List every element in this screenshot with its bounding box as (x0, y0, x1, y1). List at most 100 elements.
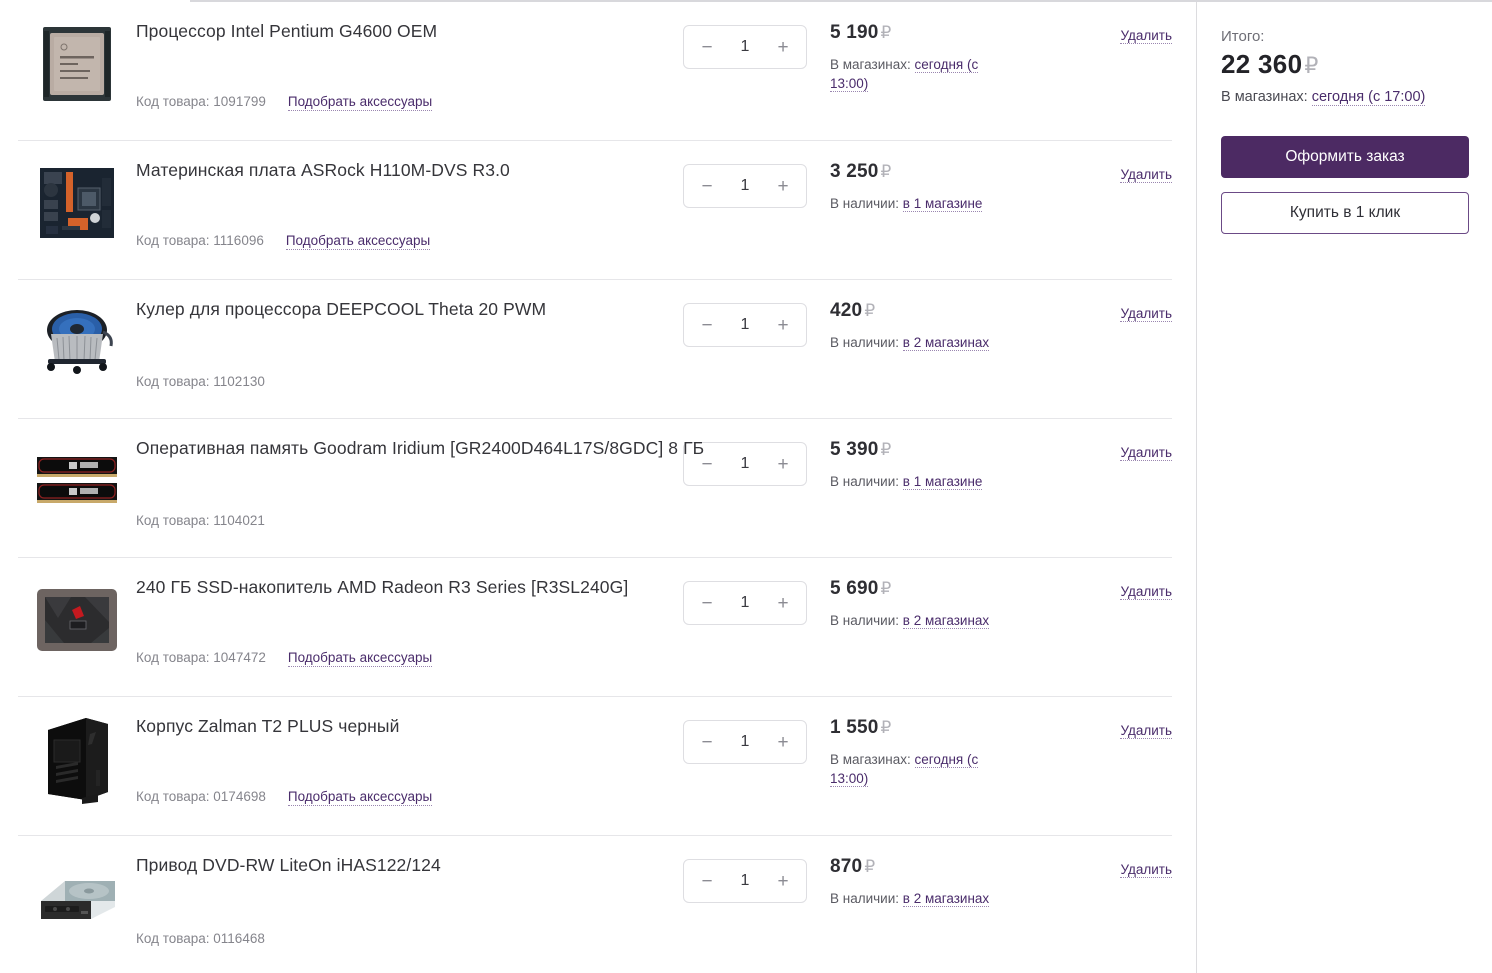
quantity-stepper[interactable]: − 1 + (683, 442, 807, 486)
availability-link[interactable]: в 1 магазине (902, 196, 983, 212)
product-title[interactable]: Кулер для процессора DEEPCOOL Theta 20 P… (136, 299, 547, 319)
availability: В магазинах: сегодня (с 13:00) (830, 750, 1002, 788)
availability-link[interactable]: в 1 магазине (902, 474, 983, 490)
motherboard-asrock-image[interactable] (34, 155, 120, 251)
product-info-cell: Оперативная память Goodram Iridium [GR24… (136, 419, 705, 557)
ssd-amd-radeon-image[interactable] (34, 572, 120, 668)
price-amount: 3 250 (830, 161, 879, 182)
product-price: 1 550 ₽ (830, 717, 1052, 739)
product-info-cell: Материнская плата ASRock H110M-DVS R3.0 … (136, 141, 660, 279)
availability-link[interactable]: в 2 магазинах (902, 335, 990, 351)
product-title[interactable]: Процессор Intel Pentium G4600 OEM (136, 21, 438, 41)
availability-prefix: В наличии: (830, 474, 900, 489)
product-thumbnail-cell (18, 836, 136, 946)
product-thumbnail-cell (18, 141, 136, 251)
price-cell: 3 250 ₽ В наличии: в 1 магазине (830, 141, 1052, 213)
increase-quantity-button[interactable]: + (777, 592, 789, 614)
total-amount-value: 22 360 (1221, 49, 1303, 79)
quantity-value[interactable]: 1 (740, 733, 750, 750)
availability-prefix: В магазинах: (830, 57, 911, 72)
product-info-cell: Корпус Zalman T2 PLUS черный Код товара:… (136, 697, 660, 835)
decrease-quantity-button[interactable]: − (701, 870, 713, 892)
increase-quantity-button[interactable]: + (777, 175, 789, 197)
decrease-quantity-button[interactable]: − (701, 592, 713, 614)
quantity-stepper[interactable]: − 1 + (683, 581, 807, 625)
product-title[interactable]: 240 ГБ SSD-накопитель AMD Radeon R3 Seri… (136, 577, 629, 597)
availability-prefix: В наличии: (830, 196, 900, 211)
cpu-cooler-deepcool-image[interactable] (34, 294, 120, 390)
quantity-cell: − 1 + (660, 558, 830, 625)
pick-accessories-link[interactable]: Подобрать аксессуары (287, 789, 433, 806)
currency-symbol: ₽ (864, 857, 876, 876)
table-row: 240 ГБ SSD-накопитель AMD Radeon R3 Seri… (18, 558, 1172, 697)
decrease-quantity-button[interactable]: − (701, 731, 713, 753)
table-row: Кулер для процессора DEEPCOOL Theta 20 P… (18, 280, 1172, 419)
remove-item-link[interactable]: Удалить (1120, 306, 1172, 322)
quantity-cell: − 1 + (660, 141, 830, 208)
product-code: Код товара: 1104021 (136, 513, 265, 528)
pick-accessories-link[interactable]: Подобрать аксессуары (287, 650, 433, 667)
case-zalman-t2-image[interactable] (34, 711, 120, 807)
quantity-stepper[interactable]: − 1 + (683, 303, 807, 347)
remove-item-link[interactable]: Удалить (1120, 167, 1172, 183)
availability: В наличии: в 2 магазинах (830, 333, 1002, 352)
remove-item-link[interactable]: Удалить (1120, 584, 1172, 600)
remove-item-link[interactable]: Удалить (1120, 862, 1172, 878)
increase-quantity-button[interactable]: + (777, 870, 789, 892)
quantity-value[interactable]: 1 (740, 594, 750, 611)
quantity-stepper[interactable]: − 1 + (683, 720, 807, 764)
decrease-quantity-button[interactable]: − (701, 314, 713, 336)
increase-quantity-button[interactable]: + (777, 314, 789, 336)
remove-cell: Удалить (1052, 558, 1172, 601)
availability-link[interactable]: в 2 магазинах (902, 891, 990, 907)
quantity-value[interactable]: 1 (740, 38, 750, 55)
total-label: Итого: (1221, 28, 1265, 45)
quantity-stepper[interactable]: − 1 + (683, 164, 807, 208)
product-title[interactable]: Оперативная память Goodram Iridium [GR24… (136, 438, 705, 458)
checkout-button[interactable]: Оформить заказ (1221, 136, 1469, 178)
product-meta: Код товара: 1116096 Подобрать аксессуары (136, 233, 431, 250)
decrease-quantity-button[interactable]: − (701, 36, 713, 58)
one-click-buy-button[interactable]: Купить в 1 клик (1221, 192, 1469, 234)
dvd-drive-liteon-image[interactable] (34, 850, 120, 946)
availability-link[interactable]: в 2 магазинах (902, 613, 990, 629)
availability-link[interactable]: сегодня (с 13:00) (830, 752, 979, 787)
quantity-value[interactable]: 1 (740, 177, 750, 194)
summary-availability-link[interactable]: сегодня (с 17:00) (1311, 89, 1426, 106)
product-title[interactable]: Привод DVD-RW LiteOn iHAS122/124 (136, 855, 441, 875)
ram-goodram-iridium-image[interactable] (34, 433, 120, 529)
currency-symbol: ₽ (880, 162, 892, 181)
price-amount: 5 390 (830, 439, 879, 460)
product-code: Код товара: 0116468 (136, 931, 265, 946)
price-cell: 870 ₽ В наличии: в 2 магазинах (830, 836, 1052, 908)
price-amount: 420 (830, 300, 863, 321)
availability-prefix: В наличии: (830, 613, 900, 628)
quantity-cell: − 1 + (660, 836, 830, 903)
increase-quantity-button[interactable]: + (777, 731, 789, 753)
increase-quantity-button[interactable]: + (777, 36, 789, 58)
top-divider (190, 0, 1492, 2)
remove-item-link[interactable]: Удалить (1120, 723, 1172, 739)
product-info-cell: Привод DVD-RW LiteOn iHAS122/124 Код тов… (136, 836, 660, 973)
pick-accessories-link[interactable]: Подобрать аксессуары (285, 233, 431, 250)
cpu-intel-pentium-image[interactable] (34, 16, 120, 112)
quantity-value[interactable]: 1 (740, 872, 750, 889)
product-title[interactable]: Корпус Zalman T2 PLUS черный (136, 716, 400, 736)
product-title[interactable]: Материнская плата ASRock H110M-DVS R3.0 (136, 160, 510, 180)
quantity-stepper[interactable]: − 1 + (683, 859, 807, 903)
pick-accessories-link[interactable]: Подобрать аксессуары (287, 94, 433, 111)
quantity-value[interactable]: 1 (740, 316, 750, 333)
availability-link[interactable]: сегодня (с 13:00) (830, 57, 979, 92)
product-meta: Код товара: 0116468 (136, 931, 265, 946)
availability: В наличии: в 2 магазинах (830, 889, 1002, 908)
quantity-value[interactable]: 1 (740, 455, 750, 472)
quantity-stepper[interactable]: − 1 + (683, 25, 807, 69)
product-meta: Код товара: 1104021 (136, 513, 265, 528)
remove-item-link[interactable]: Удалить (1120, 28, 1172, 44)
increase-quantity-button[interactable]: + (777, 453, 789, 475)
currency-symbol: ₽ (880, 718, 892, 737)
remove-item-link[interactable]: Удалить (1120, 445, 1172, 461)
decrease-quantity-button[interactable]: − (701, 453, 713, 475)
decrease-quantity-button[interactable]: − (701, 175, 713, 197)
quantity-cell: − 1 + (660, 697, 830, 764)
